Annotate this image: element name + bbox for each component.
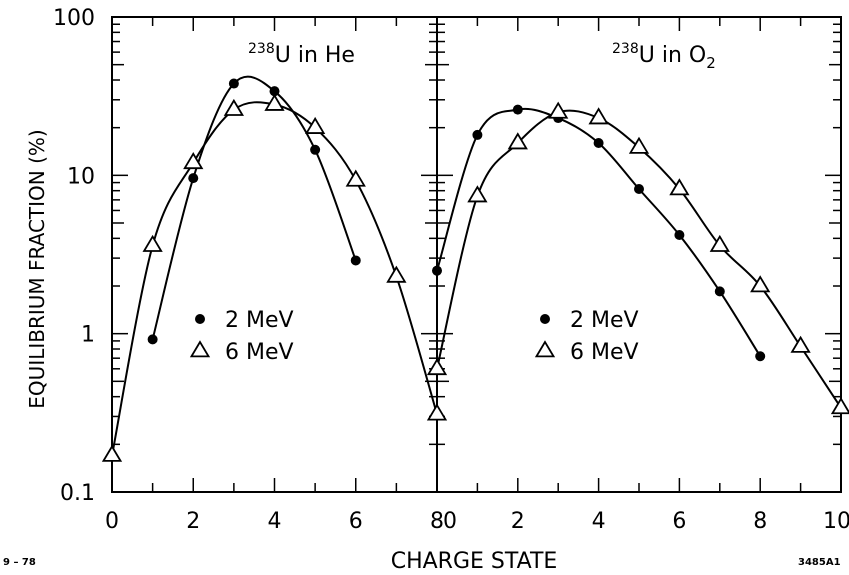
x-tick-label: 2 — [186, 509, 200, 534]
x-tick-label: 0 — [443, 509, 457, 534]
panel-label: 238U in O2 — [612, 41, 716, 72]
panel-label-subscript: 2 — [706, 54, 716, 72]
panel-label-mass-number: 238 — [612, 41, 639, 57]
x-tick-label: 4 — [592, 509, 606, 534]
marker-open-triangle — [467, 185, 488, 203]
marker-open-triangle — [189, 340, 211, 358]
x-tick-label: 8 — [753, 509, 767, 534]
data-markers — [101, 78, 849, 462]
marker-open-triangle — [304, 116, 326, 134]
x-tick-label: 8 — [430, 509, 444, 534]
panel-label: 238U in He — [248, 41, 355, 68]
axis-ticks — [111, 17, 842, 492]
legends: 2 MeV 6 MeV 2 MeV 6 MeV — [189, 308, 639, 365]
marker-open-triangle — [183, 152, 204, 170]
marker-open-triangle — [386, 265, 407, 283]
legend-label: 2 MeV — [225, 308, 294, 333]
marker-open-triangle — [750, 275, 771, 293]
marker-filled-circle — [674, 229, 685, 240]
marker-filled-circle — [755, 351, 766, 362]
marker-open-triangle — [548, 101, 569, 119]
marker-open-triangle — [790, 335, 811, 353]
series-curve — [436, 109, 842, 409]
marker-open-triangle — [830, 397, 849, 415]
marker-open-triangle — [345, 169, 366, 187]
marker-open-triangle — [628, 136, 650, 154]
marker-open-triangle — [426, 403, 448, 421]
x-tick-label: 2 — [511, 509, 525, 534]
marker-open-triangle — [264, 93, 285, 111]
marker-filled-circle — [512, 104, 523, 115]
y-tick-label: 0.1 — [60, 481, 95, 506]
figure-id-code: 3485A1 — [798, 557, 841, 568]
marker-open-triangle — [223, 98, 245, 116]
marker-filled-circle — [188, 173, 199, 184]
marker-open-triangle — [426, 358, 448, 376]
series-curve — [111, 101, 438, 456]
legend-label: 6 MeV — [570, 340, 639, 365]
marker-open-triangle — [101, 444, 123, 462]
panel-label-text: U in He — [275, 43, 355, 68]
marker-filled-circle — [472, 129, 483, 140]
marker-filled-circle — [269, 86, 280, 97]
x-axis-label: CHARGE STATE — [391, 549, 558, 574]
legend-label: 2 MeV — [570, 308, 639, 333]
y-tick-label: 1 — [81, 323, 95, 348]
marker-open-triangle — [534, 340, 556, 358]
x-tick-label: 0 — [105, 509, 119, 534]
marker-filled-circle — [310, 144, 321, 155]
marker-open-triangle — [142, 234, 163, 252]
series-curve — [151, 75, 357, 340]
y-tick-label: 10 — [67, 164, 95, 189]
panel-label-text: U in O — [639, 43, 706, 68]
marker-filled-circle — [195, 314, 205, 324]
marker-filled-circle — [350, 255, 361, 266]
marker-filled-circle — [634, 183, 644, 194]
plot-frame — [111, 16, 842, 493]
marker-filled-circle — [147, 334, 158, 345]
axes-frame — [111, 16, 842, 493]
marker-open-triangle — [669, 178, 690, 196]
panel-labels: 238U in He 238U in O2 — [248, 41, 716, 72]
x-tick-label: 4 — [268, 509, 282, 534]
y-axis-label: EQUILIBRIUM FRACTION (%) — [25, 129, 49, 408]
marker-filled-circle — [540, 314, 550, 324]
marker-filled-circle — [432, 265, 442, 276]
marker-open-triangle — [588, 107, 609, 125]
legend-label: 6 MeV — [225, 340, 294, 365]
marker-open-triangle — [507, 132, 528, 150]
figure-date-code: 9 – 78 — [3, 557, 36, 568]
marker-open-triangle — [709, 234, 730, 252]
x-tick-label: 6 — [349, 509, 363, 534]
panel-label-mass-number: 238 — [248, 41, 275, 57]
marker-filled-circle — [714, 286, 725, 297]
x-tick-label: 6 — [672, 509, 686, 534]
y-tick-label: 100 — [53, 6, 95, 31]
marker-filled-circle — [228, 78, 239, 89]
marker-filled-circle — [593, 138, 604, 149]
x-tick-label: 10 — [823, 509, 849, 534]
